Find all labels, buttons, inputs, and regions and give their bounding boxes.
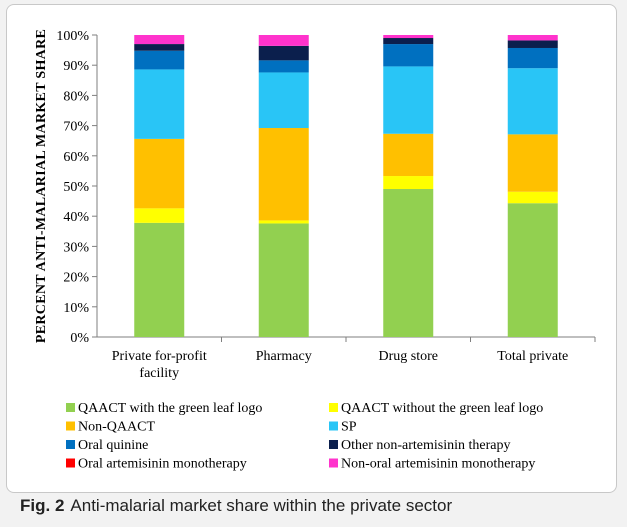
bar-segment xyxy=(258,72,309,129)
bar-segment xyxy=(383,66,434,134)
bar-segment xyxy=(383,189,434,337)
bar-segment xyxy=(383,44,434,67)
legend-label: Other non-artemisinin therapy xyxy=(341,438,511,453)
y-axis-title: PERCENT ANTI-MALARIAL MARKET SHARE xyxy=(34,29,49,343)
legend-label: QAACT with the green leaf logo xyxy=(78,401,262,416)
legend-label: Oral artemisinin monotherapy xyxy=(78,457,247,472)
bar-segment xyxy=(134,222,185,337)
bar-segment xyxy=(507,40,558,48)
legend-swatch xyxy=(66,440,75,449)
bar-segment xyxy=(383,133,434,177)
legend-label: Non-oral artemisinin monotherapy xyxy=(341,457,535,472)
bar-segment xyxy=(134,69,185,139)
legend-label: Non-QAACT xyxy=(78,420,155,435)
legend-swatch xyxy=(329,440,338,449)
caption-text: Anti-malarial market share within the pr… xyxy=(70,496,453,515)
bar-segment xyxy=(134,35,185,45)
legend-label: Oral quinine xyxy=(78,438,148,453)
bar-segment xyxy=(507,203,558,337)
figure-number: Fig. 2 xyxy=(20,496,65,515)
bar-segment xyxy=(258,223,309,337)
legend-swatch xyxy=(66,421,75,431)
legend-label: QAACT without the green leaf logo xyxy=(341,401,543,416)
x-tick-label: facility xyxy=(139,366,179,381)
stacked-bar-chart: 0% 10% 20% 30% 40% 50% 60% 70% 80% 90% 100% PERCENT… xyxy=(34,29,596,472)
bar-segment xyxy=(258,60,309,73)
bar-segment xyxy=(134,208,185,223)
bar-segment xyxy=(507,68,558,135)
bar-segment xyxy=(507,134,558,192)
x-tick-label: Private for-profit xyxy=(112,349,207,364)
bar-segment xyxy=(258,45,309,61)
bar-segment xyxy=(507,191,558,204)
y-tick-label: 40% xyxy=(63,210,89,225)
bar-segment xyxy=(383,176,434,190)
bar-segment xyxy=(258,35,309,46)
y-tick-label: 90% xyxy=(63,59,89,74)
bar-segment xyxy=(507,47,558,69)
figure-caption: Fig. 2 Anti-malarial market share within … xyxy=(20,496,452,516)
bar-segment xyxy=(258,128,309,221)
y-tick-label: 10% xyxy=(63,301,89,316)
bar-segment xyxy=(258,220,309,224)
y-tick-label: 30% xyxy=(63,240,89,255)
y-tick-label: 20% xyxy=(63,271,89,286)
bar-segment xyxy=(507,35,558,41)
bar-segment xyxy=(383,35,434,39)
legend-swatch xyxy=(66,403,75,412)
x-tick-label: Drug store xyxy=(379,349,439,364)
y-tick-label: 50% xyxy=(63,180,89,195)
legend-swatch xyxy=(329,458,338,468)
legend-label: SP xyxy=(341,420,357,435)
legend-swatch xyxy=(329,421,338,431)
y-tick-label: 80% xyxy=(63,89,89,104)
x-tick-label: Pharmacy xyxy=(256,349,312,364)
y-tick-label: 70% xyxy=(63,120,89,135)
y-tick-label: 100% xyxy=(56,29,89,44)
x-tick-label: Total private xyxy=(497,349,568,364)
y-tick-label: 60% xyxy=(63,150,89,165)
legend-swatch xyxy=(329,403,338,412)
y-tick-label: 0% xyxy=(70,331,89,346)
bar-segment xyxy=(134,50,185,70)
bar-segment xyxy=(383,38,434,45)
bar-segment xyxy=(134,44,185,51)
legend-swatch xyxy=(66,458,75,468)
bar-segment xyxy=(134,138,185,209)
